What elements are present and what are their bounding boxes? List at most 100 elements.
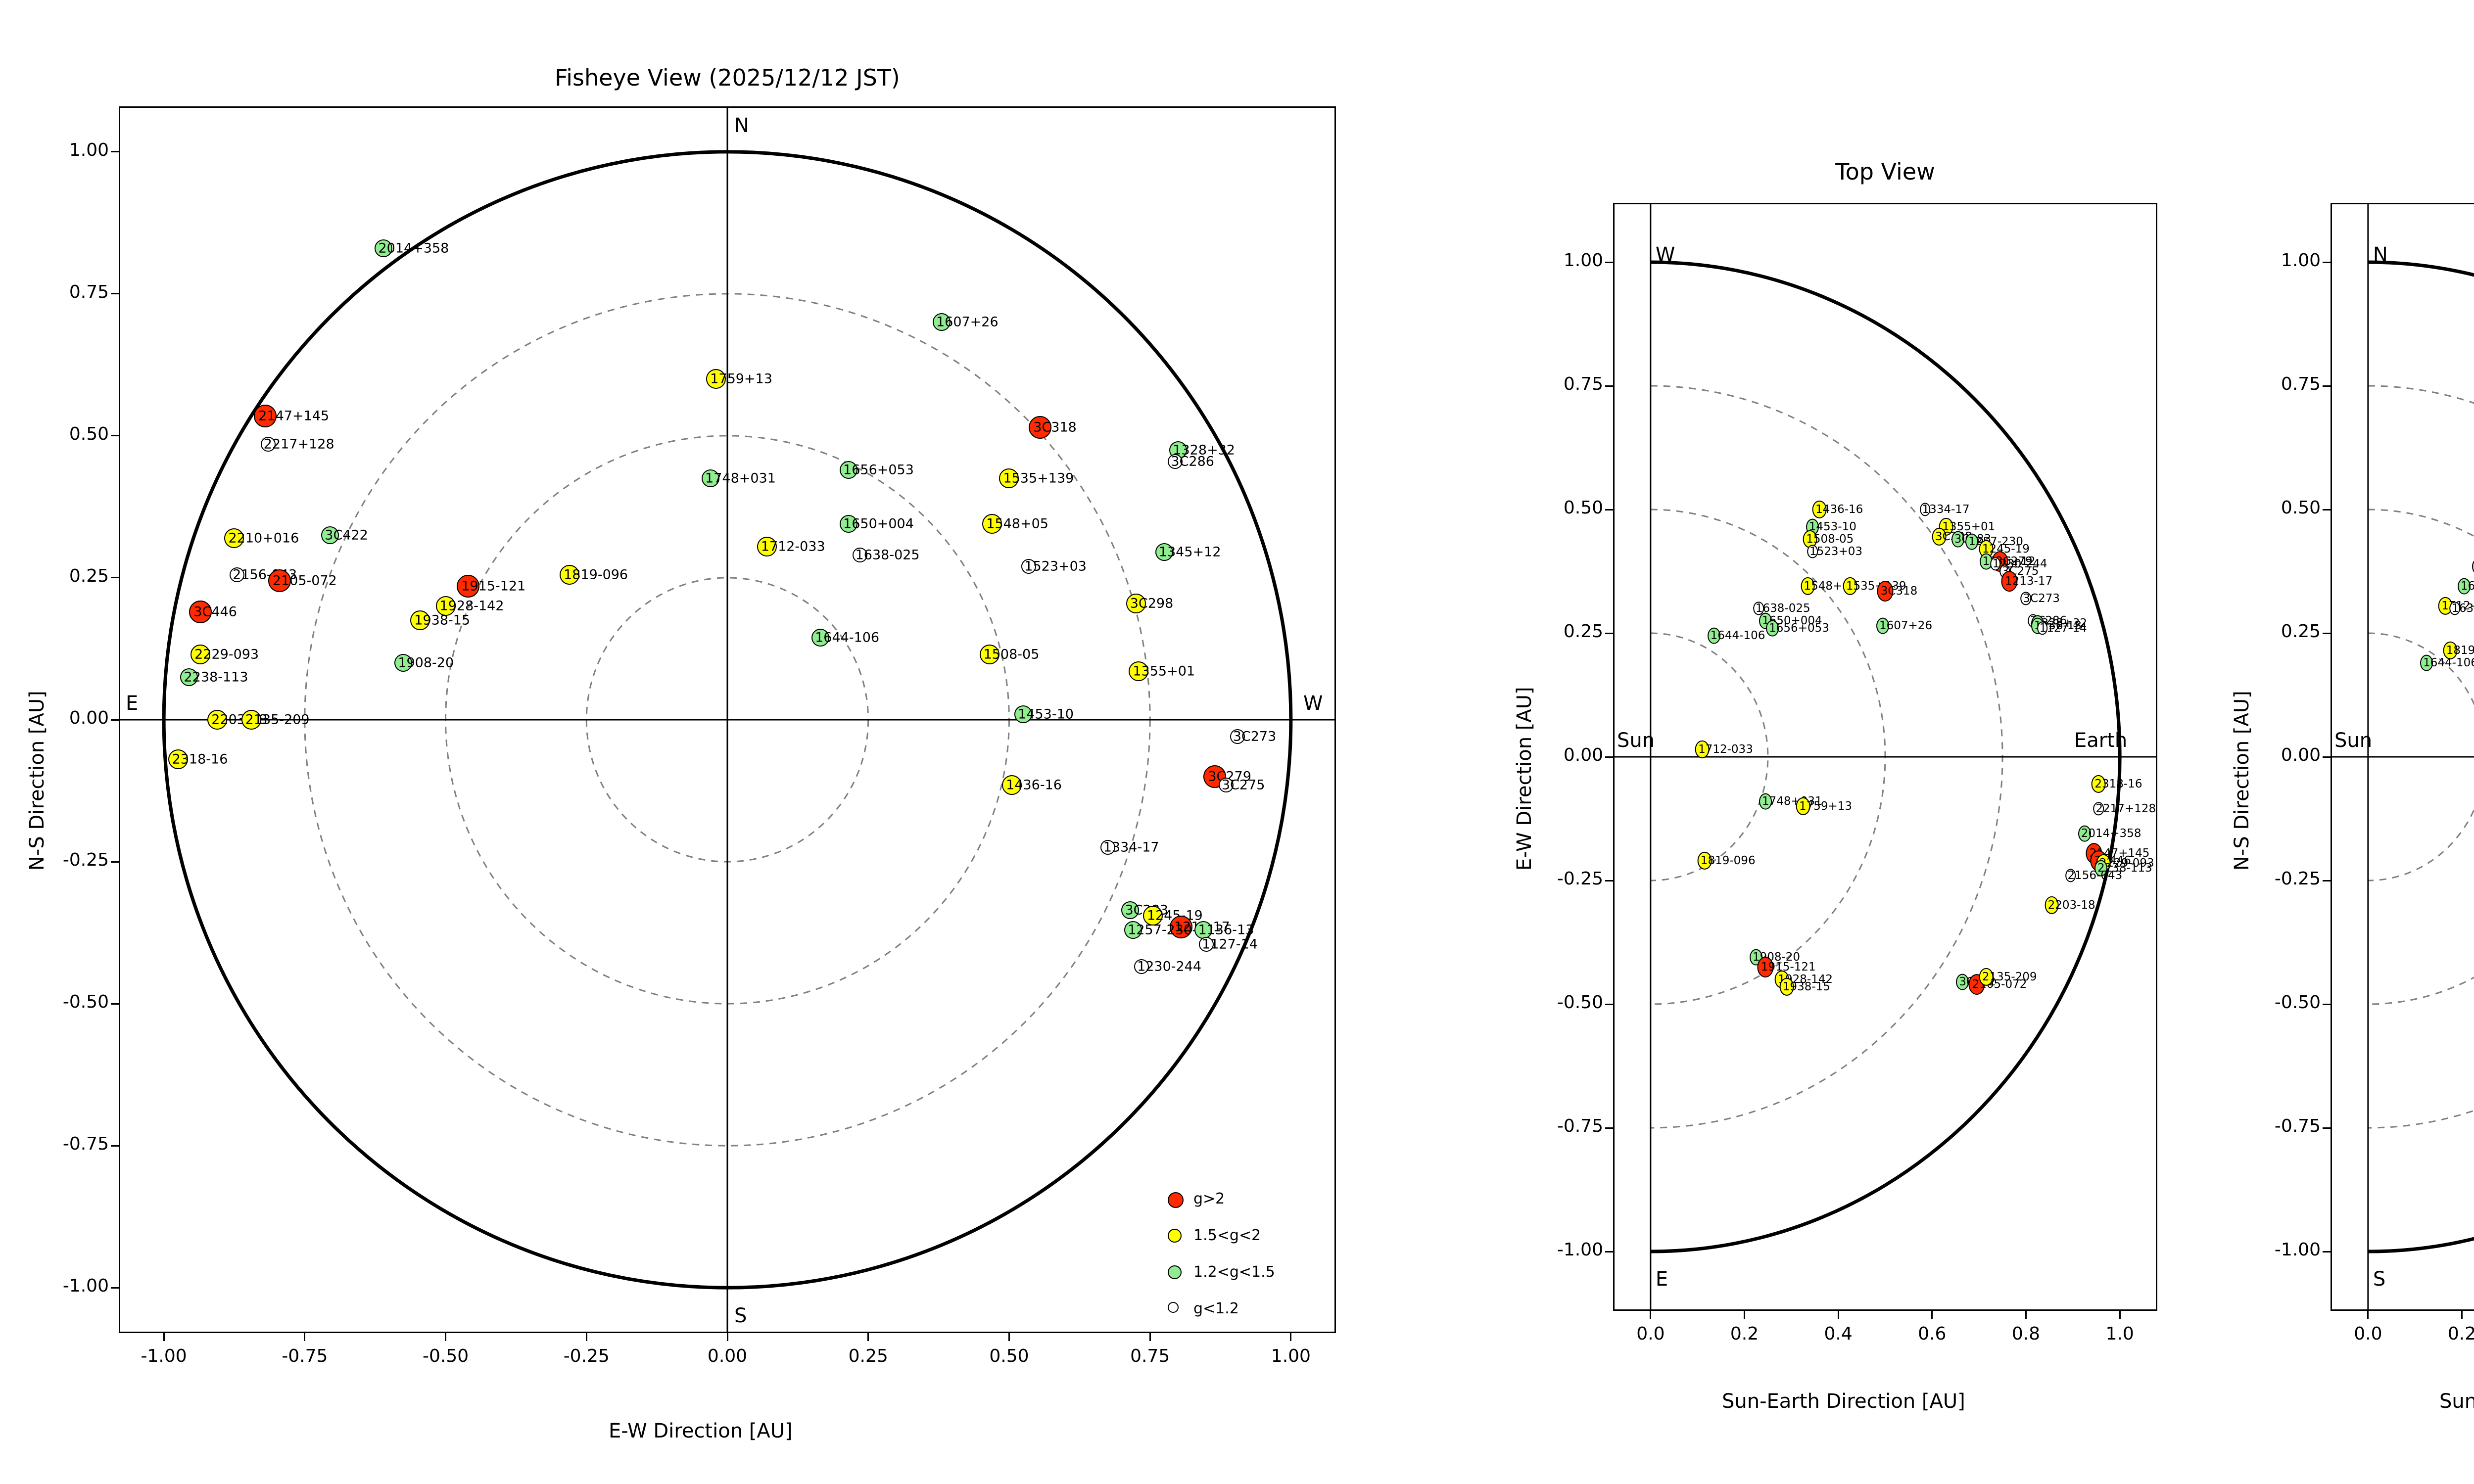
side-view-ytick: 0.75	[2281, 374, 2321, 394]
top-view-source-marker[interactable]	[1812, 500, 1827, 519]
fisheye-source-marker[interactable]	[254, 404, 277, 427]
fisheye-ytick: 0.75	[69, 281, 109, 302]
side-view-marker-north: N	[2373, 243, 2388, 266]
fisheye-compass-east: E	[126, 692, 139, 715]
fisheye-source-marker[interactable]	[260, 437, 276, 452]
top-view-marker-earth: Earth	[2074, 729, 2128, 752]
top-view-xtick-mark	[1650, 1311, 1652, 1319]
top-view-source-label: 1453-10	[1808, 520, 1856, 533]
fisheye-source-marker[interactable]	[189, 600, 212, 623]
top-view-source-label: 1607+26	[1879, 619, 1933, 632]
top-view-source-marker[interactable]	[1753, 602, 1764, 615]
top-view-source-label: 2156-043	[2067, 869, 2123, 882]
fisheye-source-marker[interactable]	[839, 461, 857, 479]
fisheye-compass-west: W	[1303, 692, 1323, 715]
fisheye-source-marker[interactable]	[1218, 778, 1234, 793]
fisheye-source-marker[interactable]	[1121, 901, 1140, 919]
fisheye-source-marker[interactable]	[701, 469, 719, 488]
top-view-source-marker[interactable]	[2065, 869, 2076, 882]
top-view-source-marker[interactable]	[2037, 621, 2048, 635]
fisheye-source-marker[interactable]	[1230, 729, 1245, 744]
top-view-source-marker[interactable]	[1707, 627, 1720, 644]
fisheye-source-marker[interactable]	[321, 526, 339, 544]
fisheye-source-marker[interactable]	[1021, 559, 1037, 574]
top-view-source-marker[interactable]	[1979, 968, 1994, 986]
top-view-source-marker[interactable]	[1779, 977, 1794, 996]
fisheye-source-marker[interactable]	[560, 565, 580, 585]
fisheye-source-marker[interactable]	[457, 575, 480, 598]
fisheye-source-marker[interactable]	[1002, 775, 1022, 795]
fisheye-source-marker[interactable]	[1134, 959, 1149, 974]
fisheye-source-marker[interactable]	[1129, 661, 1149, 682]
fisheye-source-marker[interactable]	[180, 668, 198, 686]
top-view-source-marker[interactable]	[2093, 802, 2104, 816]
fisheye-source-marker[interactable]	[1199, 936, 1214, 952]
top-view-source-marker[interactable]	[1697, 851, 1712, 870]
side-view-source-marker[interactable]	[2420, 654, 2433, 671]
top-view-source-marker[interactable]	[2092, 775, 2106, 793]
fisheye-source-marker[interactable]	[839, 514, 857, 533]
fisheye-source-label: 1328+32	[1173, 442, 1235, 458]
fisheye-source-marker[interactable]	[241, 710, 261, 730]
fisheye-compass-north: N	[734, 114, 749, 138]
top-view-source-marker[interactable]	[2020, 592, 2032, 605]
fisheye-source-marker[interactable]	[410, 610, 430, 631]
top-view-source-marker[interactable]	[1919, 503, 1931, 516]
top-view-source-marker[interactable]	[1766, 620, 1779, 637]
fisheye-source-marker[interactable]	[1126, 593, 1146, 613]
top-view-source-marker[interactable]	[1951, 531, 1964, 548]
fisheye-source-marker[interactable]	[224, 528, 244, 548]
fisheye-source-marker[interactable]	[1169, 916, 1192, 939]
top-view-source-label: 2203-18	[2047, 899, 2095, 912]
top-view-source-marker[interactable]	[1801, 577, 1815, 596]
top-view-source-marker[interactable]	[1695, 740, 1710, 759]
fisheye-source-marker[interactable]	[268, 569, 291, 592]
fisheye-source-marker[interactable]	[932, 313, 951, 331]
fisheye-source-marker[interactable]	[811, 628, 829, 647]
fisheye-source-marker[interactable]	[852, 548, 867, 563]
fisheye-source-marker[interactable]	[1100, 840, 1115, 855]
fisheye-source-marker[interactable]	[1029, 416, 1052, 439]
side-view-source-marker[interactable]	[2458, 578, 2471, 595]
fisheye-source-marker[interactable]	[706, 369, 726, 389]
top-view-source-marker[interactable]	[1965, 533, 1979, 550]
fisheye-source-marker[interactable]	[168, 749, 188, 770]
top-view-source-marker[interactable]	[1757, 957, 1774, 977]
top-view-source-marker[interactable]	[1990, 557, 2001, 571]
fisheye-source-marker[interactable]	[999, 468, 1019, 489]
top-view-source-marker[interactable]	[1807, 545, 1818, 558]
fisheye-source-marker[interactable]	[435, 596, 456, 616]
side-view-xtick: 0.0	[2354, 1324, 2382, 1344]
fisheye-source-marker[interactable]	[1014, 705, 1032, 723]
side-view-frame	[2331, 203, 2474, 1311]
side-view-source-label: 1819-096	[2446, 644, 2474, 657]
top-view-source-marker[interactable]	[1877, 581, 1894, 602]
top-view-source-marker[interactable]	[1759, 793, 1772, 810]
fisheye-source-marker[interactable]	[394, 654, 413, 672]
fisheye-source-marker[interactable]	[1168, 454, 1183, 469]
fisheye-source-marker[interactable]	[757, 536, 777, 556]
top-view-source-marker[interactable]	[1932, 527, 1947, 546]
fisheye-source-marker[interactable]	[190, 644, 211, 664]
top-view-source-label: 1355+01	[1942, 520, 1996, 533]
fisheye-source-marker[interactable]	[1142, 906, 1163, 926]
fisheye-ytick-mark	[111, 861, 119, 863]
top-view-source-marker[interactable]	[1843, 577, 1857, 596]
side-view-source-marker[interactable]	[2449, 602, 2461, 615]
fisheye-source-marker[interactable]	[1155, 543, 1173, 561]
fisheye-source-marker[interactable]	[979, 644, 999, 664]
fisheye-source-marker[interactable]	[230, 567, 245, 583]
fisheye-ytick-mark	[111, 151, 119, 153]
top-view-source-marker[interactable]	[1796, 797, 1810, 816]
top-view-source-marker[interactable]	[2001, 571, 2018, 592]
top-view-source-marker[interactable]	[1876, 617, 1890, 634]
top-view-source-marker[interactable]	[2045, 896, 2059, 915]
top-view-source-marker[interactable]	[2094, 860, 2108, 877]
top-view-source-marker[interactable]	[2078, 825, 2091, 842]
top-view-xtick-mark	[2119, 1311, 2121, 1319]
side-view-source-marker[interactable]	[2443, 641, 2458, 660]
fisheye-source-marker[interactable]	[1124, 921, 1142, 939]
fisheye-source-marker[interactable]	[207, 710, 228, 730]
fisheye-source-marker[interactable]	[982, 513, 1002, 534]
fisheye-source-marker[interactable]	[375, 239, 393, 258]
